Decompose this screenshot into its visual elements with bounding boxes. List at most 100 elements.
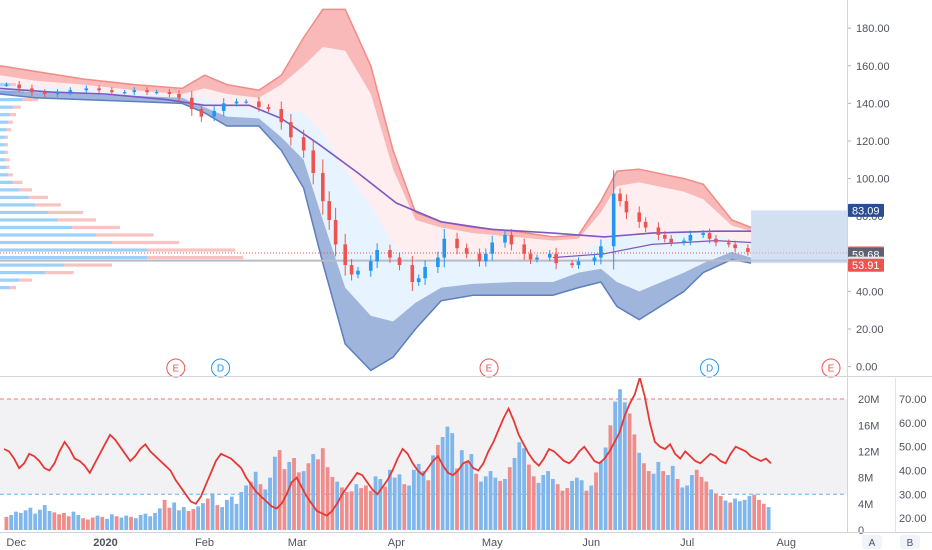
candle-body xyxy=(682,240,686,243)
volume-bar xyxy=(661,471,666,530)
volume-bar xyxy=(220,507,225,530)
volume-profile-buy-bar xyxy=(0,210,48,215)
price-tag-label: 53.91 xyxy=(852,260,880,272)
candle-body xyxy=(189,97,194,110)
volume-bar xyxy=(105,518,109,530)
candle-body xyxy=(570,263,574,266)
footer-buttons: A B xyxy=(862,535,920,549)
volume-profile-buy-bar xyxy=(0,255,148,260)
volume-bar xyxy=(114,516,119,530)
volume-bar xyxy=(109,514,114,530)
candle-body xyxy=(746,248,750,252)
candle-body xyxy=(199,109,204,117)
candle-body xyxy=(234,101,239,104)
volume-bar xyxy=(675,478,680,530)
footer-button-b[interactable]: B xyxy=(907,538,914,549)
event-marker-label: D xyxy=(706,364,713,375)
volume-profile-sell-bar xyxy=(12,180,23,184)
volume-bar xyxy=(244,485,248,530)
volume-bar xyxy=(632,434,637,530)
volume-profile-sell-bar xyxy=(4,150,8,154)
candle-body xyxy=(416,278,421,282)
volume-bar xyxy=(584,490,589,530)
event-marker-label: D xyxy=(217,364,224,375)
time-axis-label: May xyxy=(482,537,503,549)
volume-bar xyxy=(18,512,23,530)
volume-profile-buy-bar xyxy=(0,225,72,230)
candle-body xyxy=(423,266,427,279)
volume-bar xyxy=(85,519,90,530)
volume-bar xyxy=(33,513,38,530)
volume-bar xyxy=(560,490,565,530)
footer-button-a-bg[interactable] xyxy=(862,535,882,549)
volume-profile-sell-bar xyxy=(4,135,8,139)
volume-bar xyxy=(263,489,268,530)
volume-bar xyxy=(713,493,718,530)
volume-rsi-axes[interactable]: 0 4M 8M 12M 16M 20M 20.00 30.00 40.00 50.00 60.00 7… xyxy=(858,394,927,537)
volume-bar xyxy=(287,461,292,530)
volume-bar xyxy=(670,465,675,530)
volume-axis-label: 16M xyxy=(858,420,879,432)
volume-bar xyxy=(330,476,335,530)
candle-body xyxy=(311,150,316,173)
volume-bar xyxy=(153,512,157,530)
volume-bar xyxy=(90,517,95,530)
volume-bar xyxy=(459,450,464,530)
volume-bar xyxy=(474,473,479,530)
volume-bar xyxy=(95,515,100,530)
candle-body xyxy=(375,250,379,262)
time-axis[interactable]: Dec 2020 Feb Mar Apr May Jun Jul Aug xyxy=(6,537,796,549)
volume-bar xyxy=(694,469,699,530)
volume-bar xyxy=(316,459,320,530)
volume-bar xyxy=(301,471,306,530)
volume-bar xyxy=(392,477,397,530)
candle-body xyxy=(333,219,338,245)
volume-bar xyxy=(320,448,325,530)
volume-axis-label: 12M xyxy=(858,446,879,458)
volume-bar xyxy=(464,461,469,530)
volume-bar xyxy=(455,468,459,530)
volume-bar xyxy=(133,518,138,530)
candle-body xyxy=(576,261,581,266)
rsi-line xyxy=(3,378,772,517)
lower-channel-fill xyxy=(0,82,752,322)
candle-body xyxy=(289,122,293,138)
candle-body xyxy=(436,257,440,267)
upper-channel-fill xyxy=(0,47,752,262)
candle-body xyxy=(707,233,712,239)
price-pane[interactable] xyxy=(0,8,847,372)
volume-bar xyxy=(201,503,205,530)
candle-body xyxy=(388,250,392,258)
moving-average-line xyxy=(0,87,752,238)
volume-profile-sell-bar xyxy=(72,225,120,230)
price-axis-label: 0.00 xyxy=(856,362,877,374)
volume-bar xyxy=(272,456,277,530)
volume-bar xyxy=(733,498,737,530)
volume-bar xyxy=(594,472,598,530)
candle-body xyxy=(528,253,533,260)
volume-profile-sell-bar xyxy=(6,165,10,169)
volume-bar xyxy=(277,450,282,530)
footer-button-a[interactable]: A xyxy=(869,538,876,549)
rsi-axis-label: 50.00 xyxy=(899,442,927,454)
volume-bar xyxy=(62,512,66,530)
volume-bar xyxy=(570,480,574,530)
volume-rsi-pane[interactable] xyxy=(0,378,847,530)
candle-body xyxy=(656,227,661,235)
volume-profile-sell-bar xyxy=(4,143,8,147)
price-axis-label: 20.00 xyxy=(856,324,884,336)
volume-bar xyxy=(550,478,555,530)
price-tag-bg xyxy=(848,203,884,217)
volume-bar xyxy=(239,492,244,530)
volume-bar xyxy=(440,437,445,530)
volume-bar xyxy=(603,447,608,530)
volume-bar xyxy=(642,463,646,530)
volume-bar xyxy=(651,473,656,530)
event-marker-label: E xyxy=(486,364,493,375)
volume-profile-buy-bar xyxy=(0,98,23,102)
price-axis-label: 40.00 xyxy=(856,286,884,298)
footer-button-b-bg[interactable] xyxy=(900,535,920,549)
volume-bar xyxy=(589,485,594,530)
